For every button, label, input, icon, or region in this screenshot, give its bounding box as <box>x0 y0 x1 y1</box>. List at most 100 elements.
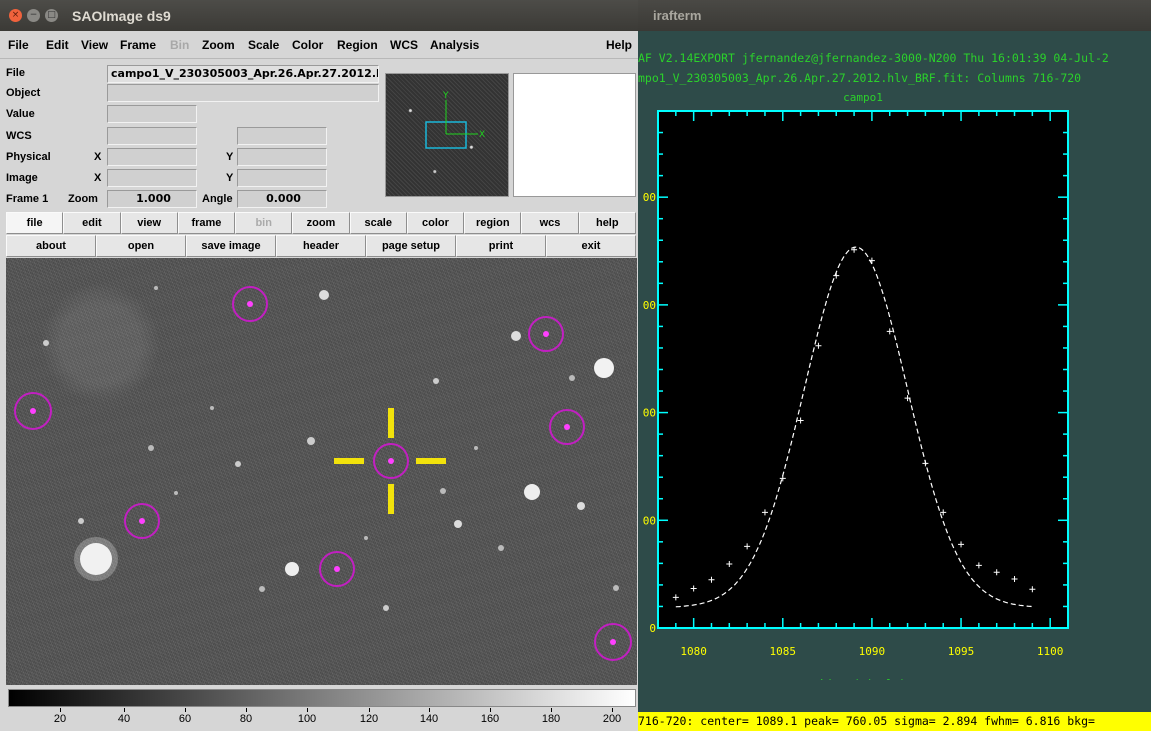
colorbar-tick <box>551 708 552 712</box>
menu-scale[interactable]: Scale <box>248 38 280 52</box>
wcs-field-1 <box>107 127 197 145</box>
panner-y-label: Y <box>442 91 449 101</box>
minimize-icon[interactable]: − <box>27 9 40 22</box>
panner-compass: Y X <box>425 91 485 149</box>
x-axis-label: Line (pixels) <box>820 677 906 680</box>
button-bin[interactable]: bin <box>235 212 293 234</box>
button-print[interactable]: print <box>456 235 546 257</box>
region-circle[interactable] <box>232 286 268 322</box>
menu-bar: File Edit View Frame Bin Zoom Scale Colo… <box>0 31 639 59</box>
image-y-label: Y <box>226 172 234 184</box>
data-point <box>797 417 804 424</box>
term-file-line: mpo1_V_230305003_Apr.26.Apr.27.2012.hlv_… <box>638 71 1082 85</box>
button-edit[interactable]: edit <box>63 212 121 234</box>
image-x-field <box>107 169 197 187</box>
data-point <box>761 509 768 516</box>
menu-wcs[interactable]: WCS <box>390 38 418 52</box>
region-circles[interactable] <box>14 286 632 661</box>
data-point <box>1011 576 1018 583</box>
menu-frame[interactable]: Frame <box>120 38 157 52</box>
maximize-icon[interactable]: □ <box>45 9 58 22</box>
data-point <box>886 328 893 335</box>
image-overlay[interactable] <box>6 258 637 685</box>
colorbar[interactable] <box>8 689 636 707</box>
menu-bin[interactable]: Bin <box>170 38 190 52</box>
y-tick-label: 0 <box>649 622 656 635</box>
region-circle[interactable] <box>124 503 160 539</box>
data-point <box>868 257 875 264</box>
ds9-titlebar: × − □ SAOImage ds9 <box>0 0 639 31</box>
region-circle[interactable] <box>594 623 632 661</box>
data-point <box>940 509 947 516</box>
zoom-field: 1.000 <box>107 190 197 208</box>
colorbar-tick-label: 100 <box>297 713 317 725</box>
button-about[interactable]: about <box>6 235 96 257</box>
button-file[interactable]: file <box>6 212 64 234</box>
menu-color[interactable]: Color <box>292 38 324 52</box>
wcs-field-2 <box>237 127 327 145</box>
colorbar-tick-label: 180 <box>541 713 561 725</box>
physical-label: Physical <box>6 151 51 163</box>
button-header[interactable]: header <box>276 235 366 257</box>
profile-plot: campo110801085109010951100000000000Line … <box>643 91 1069 680</box>
data-point <box>708 576 715 583</box>
colorbar-tick-label: 80 <box>239 713 253 725</box>
physical-x-label: X <box>94 151 102 163</box>
button-color[interactable]: color <box>406 212 465 234</box>
menu-file[interactable]: File <box>8 38 29 52</box>
data-point <box>779 475 786 482</box>
panner-view[interactable]: Y X <box>385 73 509 197</box>
image-x-label: X <box>94 172 102 184</box>
data-point <box>993 569 1000 576</box>
colorbar-tick <box>60 708 61 712</box>
button-help[interactable]: help <box>578 212 636 234</box>
menu-region[interactable]: Region <box>337 38 378 52</box>
colorbar-labels: 20 40 60 80 100 120 140 160 180 200 <box>8 708 636 728</box>
button-page-setup[interactable]: page setup <box>366 235 456 257</box>
physical-y-field <box>237 148 327 166</box>
button-save-image[interactable]: save image <box>186 235 276 257</box>
menu-edit[interactable]: Edit <box>46 38 69 52</box>
image-y-field <box>237 169 327 187</box>
term-header-line: AF V2.14EXPORT jfernandez@jfernandez-300… <box>638 51 1109 65</box>
menu-help[interactable]: Help <box>606 38 633 52</box>
data-point <box>904 395 911 402</box>
region-circle[interactable] <box>549 409 585 445</box>
image-label: Image <box>6 172 38 184</box>
colorbar-tick <box>124 708 125 712</box>
crosshair-icon[interactable] <box>334 408 446 514</box>
data-point <box>672 594 679 601</box>
menu-view[interactable]: View <box>81 38 109 52</box>
button-wcs[interactable]: wcs <box>521 212 579 234</box>
file-label: File <box>6 67 25 79</box>
wcs-label: WCS <box>6 130 32 142</box>
data-point <box>833 272 840 279</box>
x-tick-label: 1090 <box>859 645 886 658</box>
y-tick-label: 00 <box>643 514 656 527</box>
panner-x-label: X <box>479 130 485 140</box>
button-bar-main: file edit view frame bin zoom scale color region… <box>6 212 636 234</box>
region-circle[interactable] <box>14 392 52 430</box>
button-region[interactable]: region <box>464 212 522 234</box>
menu-analysis[interactable]: Analysis <box>430 38 480 52</box>
region-circle[interactable] <box>528 316 564 352</box>
image-canvas[interactable] <box>6 258 637 685</box>
x-tick-label: 1095 <box>948 645 975 658</box>
button-open[interactable]: open <box>96 235 186 257</box>
button-exit[interactable]: exit <box>546 235 636 257</box>
angle-field: 0.000 <box>237 190 327 208</box>
button-zoom[interactable]: zoom <box>292 212 350 234</box>
colorbar-tick-label: 200 <box>602 713 622 725</box>
colorbar-tick-label: 160 <box>480 713 500 725</box>
close-icon[interactable]: × <box>9 9 22 22</box>
button-scale[interactable]: scale <box>349 212 407 234</box>
button-view[interactable]: view <box>120 212 178 234</box>
frame-label: Frame 1 <box>6 193 49 205</box>
button-bar-sub: about open save image header page setup print… <box>6 235 636 257</box>
menu-zoom[interactable]: Zoom <box>202 38 235 52</box>
angle-label: Angle <box>202 193 233 205</box>
region-circle[interactable] <box>319 551 355 587</box>
button-frame[interactable]: frame <box>177 212 236 234</box>
colorbar-tick-label: 20 <box>53 713 67 725</box>
region-circle[interactable] <box>373 443 409 479</box>
